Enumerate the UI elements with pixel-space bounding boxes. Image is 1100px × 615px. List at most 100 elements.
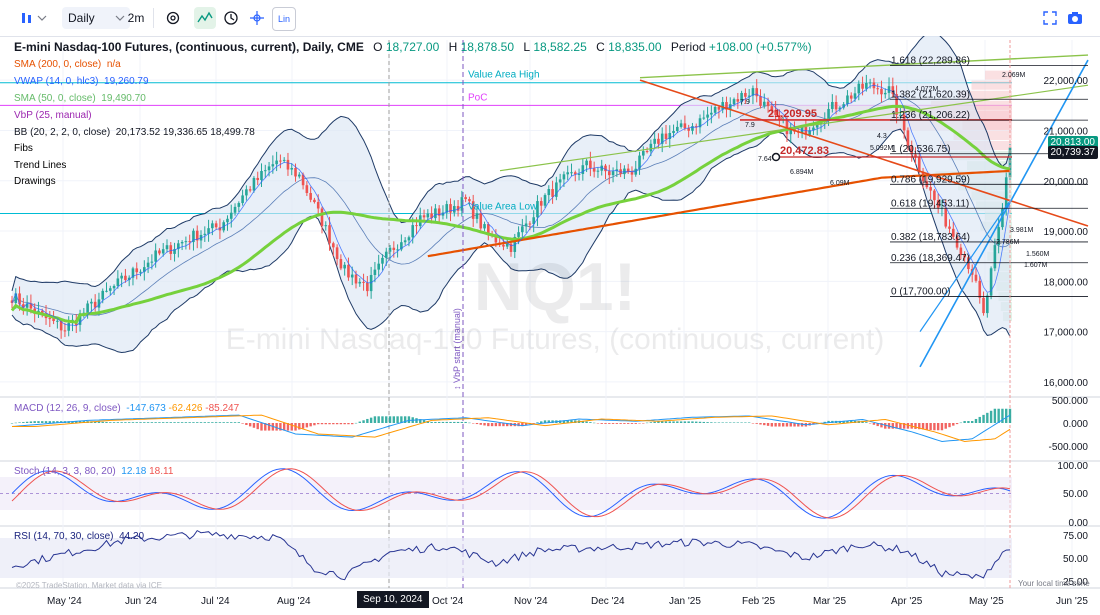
candle-body <box>464 197 467 200</box>
legend-sma200[interactable]: SMA (200, 0, close) n/a <box>14 59 121 70</box>
macd-histogram-bar <box>702 421 705 423</box>
linear-scale-button[interactable]: Lin <box>272 7 296 31</box>
candle-body <box>747 95 751 97</box>
macd-histogram-bar <box>914 423 917 429</box>
candle-body <box>702 117 706 119</box>
interval-select[interactable]: Daily <box>62 7 130 29</box>
legend-fibs[interactable]: Fibs <box>14 143 33 154</box>
macd-histogram-bar <box>377 416 380 423</box>
macd-histogram-bar <box>797 423 800 427</box>
clock-icon <box>224 11 238 25</box>
candle-body <box>207 228 210 234</box>
macd-histogram-bar <box>506 423 509 427</box>
macd-histogram-bar <box>120 422 123 423</box>
indicator-lines <box>10 84 1011 327</box>
macd-line <box>11 414 1011 443</box>
macd-histogram-bar <box>298 423 301 430</box>
legend-sma50[interactable]: SMA (50, 0, close) 19,490.70 <box>14 93 146 104</box>
macd-histogram-bar <box>97 421 101 423</box>
candle-body <box>653 138 656 144</box>
macd-histogram-bar <box>952 423 955 426</box>
stoch-legend[interactable]: Stoch (14, 3, 3, 80, 20) 12.18 18.11 <box>14 466 173 477</box>
macd-histogram-bar <box>362 420 365 423</box>
macd-histogram-bar <box>842 420 845 423</box>
macd-histogram-bar <box>396 416 399 423</box>
macd-histogram-bar <box>116 422 120 423</box>
divider <box>153 8 154 28</box>
chart-type-button[interactable] <box>14 7 54 29</box>
settings-button[interactable] <box>162 7 184 29</box>
macd-histogram-bar <box>868 423 872 424</box>
candle-body <box>192 230 195 243</box>
macd-histogram-bar <box>906 423 910 429</box>
macd-histogram-bar <box>713 422 717 423</box>
indicators-button[interactable] <box>194 7 216 29</box>
macd-histogram-bar <box>275 423 278 431</box>
replay-button[interactable] <box>220 7 242 29</box>
volume-profile-bar <box>971 80 1012 90</box>
candle-body <box>347 264 350 278</box>
candle-body <box>808 130 811 135</box>
legend-vwap[interactable]: VWAP (14, 0, hlc3) 19,260.79 <box>14 76 149 87</box>
crosshair-button[interactable] <box>246 7 268 29</box>
legend-value: 20,173.52 19,336.65 18,499.78 <box>115 127 255 138</box>
macd-histogram-bar <box>596 423 600 424</box>
macd-histogram-bar <box>403 416 407 423</box>
time-label: Oct '24 <box>432 596 464 607</box>
candle-body <box>672 130 675 134</box>
legend-drawings[interactable]: Drawings <box>14 176 56 187</box>
chart-canvas[interactable]: 22,000.00 21,000.00 20,000.00 19,000.00 18,0… <box>0 36 1100 615</box>
candle-body <box>59 320 63 331</box>
candle-body <box>407 237 411 241</box>
crosshair-icon <box>250 11 264 25</box>
snapshot-button[interactable] <box>1066 7 1084 29</box>
trend-line <box>639 54 1089 79</box>
candle-body <box>328 225 331 244</box>
rsi-legend[interactable]: RSI (14, 70, 30, close) 44.20 <box>14 531 144 542</box>
macd-histogram-bar <box>921 423 925 430</box>
candle-body <box>377 263 380 270</box>
legend-trend-lines[interactable]: Trend Lines <box>14 160 66 171</box>
macd-histogram-bar <box>48 421 52 423</box>
macd-histogram-bar <box>415 418 418 423</box>
candle-body <box>267 166 271 171</box>
candle-body <box>256 177 260 181</box>
macd-histogram-bar <box>721 422 724 423</box>
macd-legend[interactable]: MACD (12, 26, 9, close) -147.673 -62.426… <box>14 403 239 414</box>
candle-body <box>630 172 634 175</box>
candle-body <box>887 86 891 93</box>
candle-body <box>596 170 600 172</box>
time-label: Jul '24 <box>201 596 230 607</box>
anchor-point <box>771 152 781 162</box>
legend-bb[interactable]: BB (20, 2, 2, 0, close) 20,173.52 19,336… <box>14 127 255 138</box>
macd-histogram-bar <box>649 422 653 423</box>
macd-histogram-bar <box>150 422 154 423</box>
macd-histogram-bar <box>366 418 369 423</box>
macd-histogram-bar <box>52 421 55 423</box>
macd-histogram-bar <box>604 423 607 424</box>
candle-body <box>713 106 717 113</box>
macd-value-3: -85.247 <box>205 403 240 414</box>
candle-body <box>868 82 872 84</box>
volume-label: 4.072M <box>915 86 939 93</box>
candle-body <box>252 177 256 191</box>
macd-histogram-bar <box>944 423 947 429</box>
macd-histogram-bar <box>547 420 551 423</box>
fullscreen-button[interactable] <box>1042 7 1058 29</box>
volume-profile-bar <box>958 90 1012 100</box>
candle-body <box>86 303 89 313</box>
macd-histogram-bar <box>18 422 21 423</box>
candle-body <box>366 282 369 292</box>
candle-body <box>415 225 418 227</box>
macd-histogram-bar <box>369 417 373 423</box>
candle-body <box>555 182 558 197</box>
macd-histogram-bar <box>131 422 135 423</box>
macd-histogram-bar <box>127 422 131 423</box>
candle-body <box>388 247 392 252</box>
candle-body <box>384 251 388 258</box>
macd-histogram-bar <box>918 423 921 430</box>
candle-body <box>305 185 309 194</box>
legend-vbp[interactable]: VbP (25, manual) <box>14 110 92 121</box>
range-button[interactable]: 2m <box>126 7 146 29</box>
volume-label: 1.560M <box>1026 251 1050 258</box>
